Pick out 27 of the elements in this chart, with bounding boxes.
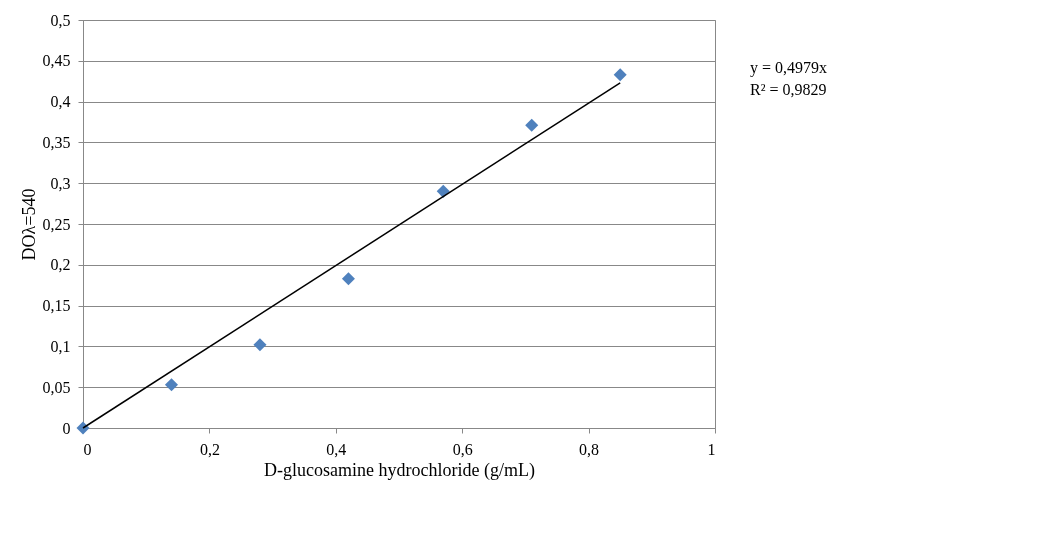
- x-tick-label: 1: [707, 440, 716, 458]
- point: [253, 338, 267, 352]
- point: [613, 68, 627, 82]
- x-tick-label: 0,2: [199, 440, 220, 458]
- x-tick-label: 0,6: [452, 440, 473, 458]
- y-tick-label: 0,35: [42, 133, 71, 151]
- x-tick-label: 0: [83, 440, 92, 458]
- y-tick-label: 0,15: [42, 297, 71, 315]
- text: y = 0,4979x: [750, 59, 828, 77]
- y-tick-label: 0,45: [42, 52, 71, 70]
- x-tick-label: 0,4: [326, 440, 347, 458]
- y-axis-title: DOλ=540: [18, 188, 39, 261]
- y-tick-label: 0,4: [50, 93, 71, 111]
- y-tick-label: 0: [62, 419, 71, 437]
- y-tick-label: 0,1: [50, 337, 71, 355]
- text: R² = 0,9829: [750, 81, 827, 98]
- point: [76, 421, 90, 435]
- x-axis-title: D-glucosamine hydrochloride (g/mL): [264, 459, 535, 481]
- y-tick-label: 0,25: [42, 215, 71, 233]
- y-tick-label: 0,5: [50, 11, 71, 29]
- point: [525, 118, 539, 132]
- y-tick-label: 0,2: [50, 256, 71, 274]
- point: [341, 272, 355, 286]
- y-tick-label: 0,05: [42, 378, 71, 396]
- point: [164, 378, 178, 392]
- y-tick-label: 0,3: [50, 174, 71, 192]
- x-tick-label: 0,8: [579, 440, 600, 458]
